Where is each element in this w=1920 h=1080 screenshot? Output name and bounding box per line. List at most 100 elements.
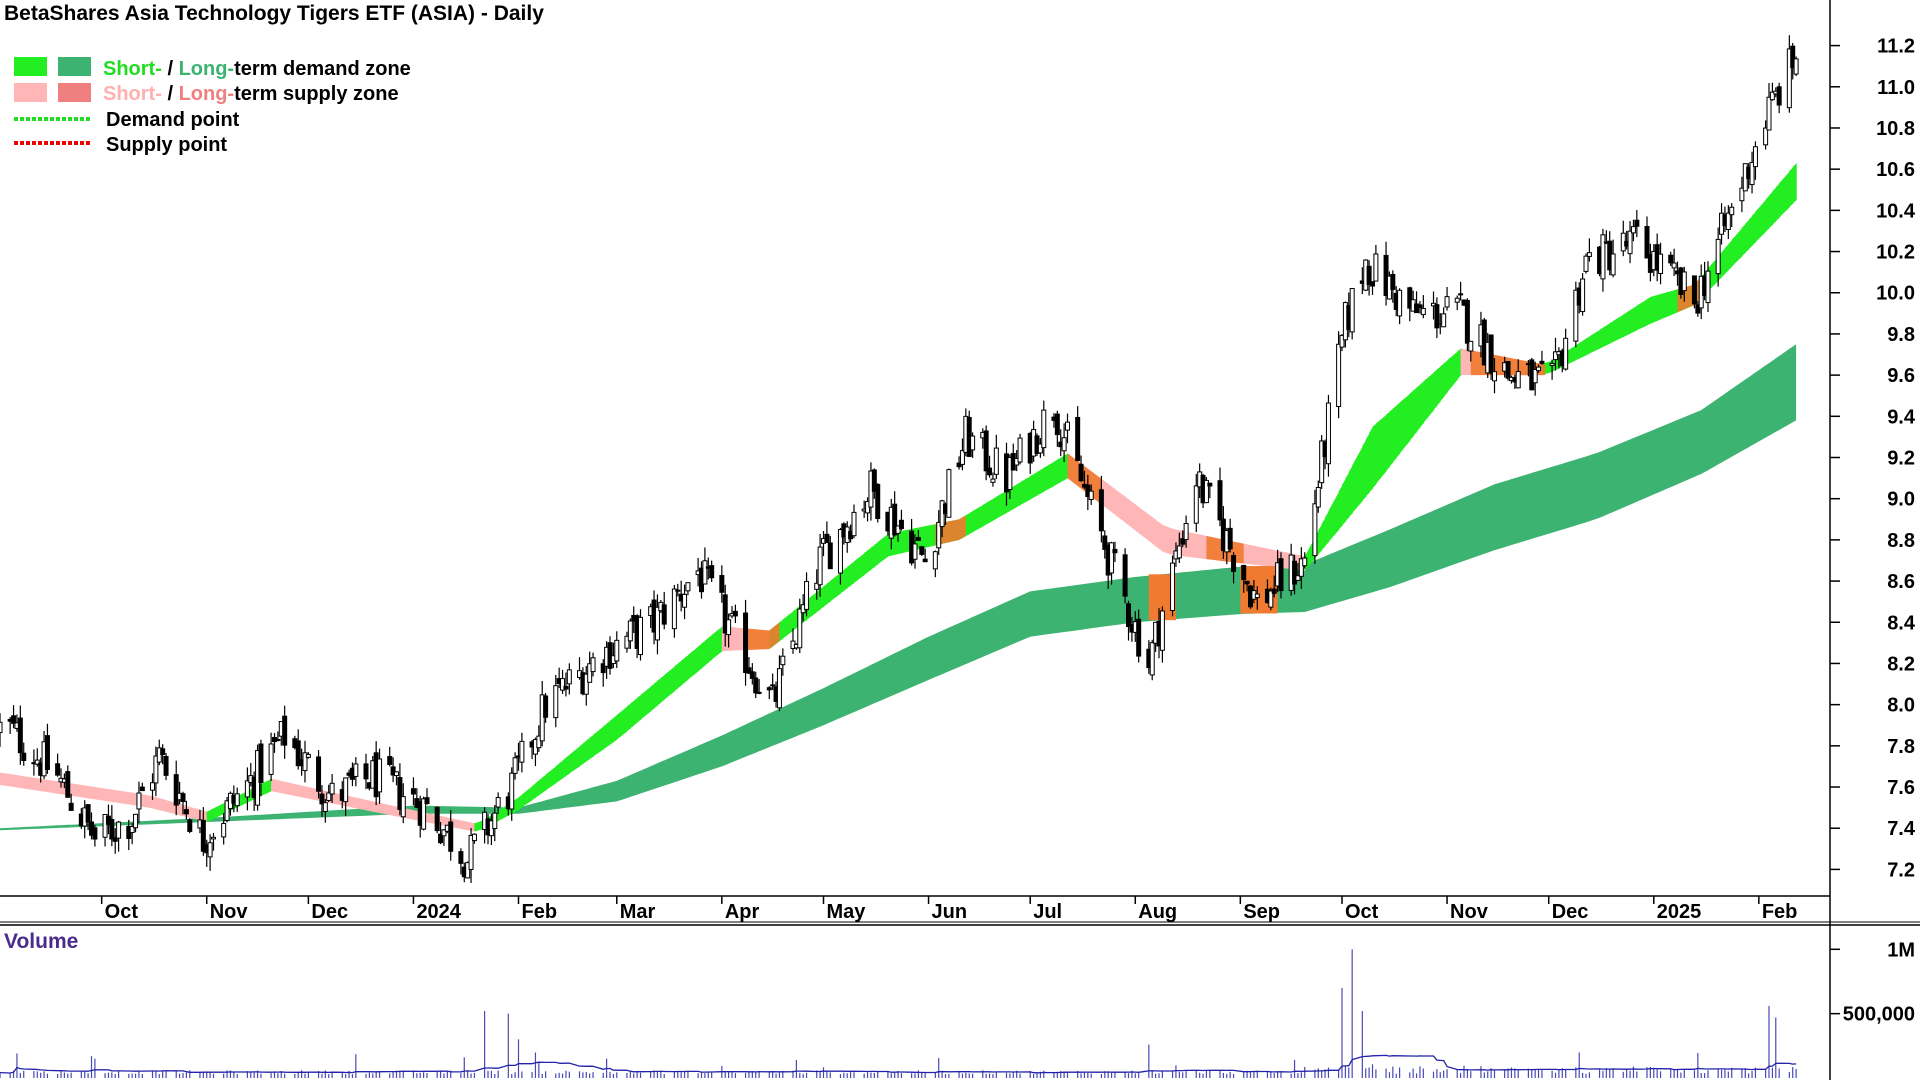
candle-body — [495, 797, 501, 808]
candle-body — [136, 792, 142, 810]
short-term-zone-segment — [711, 626, 723, 660]
short-term-zone-segment — [793, 608, 797, 631]
candle-body — [1580, 278, 1586, 313]
short-term-zone-segment — [1599, 327, 1604, 349]
candle-body — [1681, 271, 1687, 292]
candle-body — [434, 806, 440, 832]
short-term-zone-segment — [274, 779, 279, 793]
short-term-zone-segment — [88, 785, 93, 799]
candle-body — [743, 612, 749, 673]
date-axis-ticks: Oct Nov Dec 2024 Feb Mar Apr May Jun Jul Aug Sep Oct… — [100, 896, 1797, 923]
date-tick-label: Feb — [522, 901, 558, 923]
candle-body — [990, 478, 996, 483]
short-term-zone-segment — [870, 544, 875, 570]
date-tick-label: Oct — [1345, 901, 1379, 923]
short-term-zone-segment — [47, 779, 59, 794]
candle-body — [1515, 371, 1521, 389]
short-term-zone-segment — [1111, 486, 1116, 515]
short-term-zone-segment — [982, 502, 987, 527]
short-term-zone-segment — [1013, 484, 1018, 509]
candle-body — [1325, 402, 1331, 465]
candle-body — [1109, 542, 1115, 574]
candle-body — [1241, 564, 1247, 581]
short-term-zone-segment — [830, 572, 842, 602]
short-term-zone-segment — [413, 810, 418, 821]
short-term-zone-segment — [294, 784, 299, 797]
short-term-zone-segment — [654, 680, 659, 709]
short-term-zone-segment — [1247, 544, 1252, 565]
short-term-zone-segment — [284, 781, 296, 796]
candle-body — [993, 447, 999, 475]
short-term-zone-segment — [779, 619, 784, 642]
candle-body — [638, 616, 643, 656]
candle-body — [1312, 503, 1318, 557]
candle-body — [468, 834, 474, 870]
short-term-zone-segment — [555, 763, 560, 784]
candle-body — [560, 678, 566, 691]
short-term-zone-segment — [10, 774, 15, 788]
short-term-zone-segment — [108, 789, 113, 802]
candle-body — [438, 833, 444, 844]
short-term-zone-segment — [1779, 171, 1790, 218]
short-term-zone-segment — [152, 796, 157, 810]
short-term-zone-segment — [403, 808, 415, 820]
short-term-zone-segment — [298, 784, 303, 798]
short-term-zone-segment — [606, 720, 611, 747]
short-term-zone-segment — [874, 541, 879, 567]
short-term-zone-segment — [1613, 314, 1624, 342]
short-term-zone-segment — [1464, 349, 1468, 376]
short-term-zone-segment — [1728, 239, 1733, 271]
short-term-zone-segment — [1325, 510, 1330, 547]
short-term-zone-segment — [440, 816, 445, 826]
candle-body — [936, 521, 942, 549]
short-term-zone-segment — [698, 643, 703, 672]
candle-body — [397, 777, 403, 810]
short-term-zone-segment — [806, 591, 818, 620]
short-term-zone-segment — [1053, 459, 1058, 486]
candle-body — [1176, 545, 1182, 559]
short-term-zone-segment — [0, 772, 11, 787]
short-term-zone-segment — [1159, 522, 1163, 552]
candle-body — [68, 802, 74, 811]
short-term-zone-segment — [1647, 296, 1651, 326]
candle-body — [322, 802, 328, 812]
candle-body — [1454, 297, 1460, 303]
short-term-zone-segment — [443, 816, 448, 827]
candle-body — [465, 862, 471, 879]
candle-body — [1532, 368, 1538, 384]
candle-body — [424, 797, 430, 805]
candle-body — [258, 743, 264, 783]
candle-body — [1373, 253, 1379, 282]
candle-body — [837, 529, 843, 574]
price-tick-label: 10.0 — [1876, 283, 1915, 305]
short-term-zone-segment — [1114, 489, 1126, 523]
short-term-zone-segment — [366, 799, 370, 812]
short-term-zone-segment — [1345, 472, 1350, 522]
date-tick-label: Jun — [932, 901, 968, 923]
candle-body — [756, 691, 762, 694]
candle-body — [898, 519, 904, 530]
candle-body — [1563, 337, 1569, 370]
short-term-zone-segment — [660, 674, 665, 703]
candle-body — [1183, 522, 1189, 541]
price-tick-label: 8.0 — [1887, 695, 1915, 717]
candle-body — [1776, 86, 1782, 106]
candle-body — [600, 663, 606, 674]
short-term-zone-segment — [1409, 390, 1414, 441]
short-term-zone-segment — [1199, 534, 1204, 559]
candle-body — [1766, 96, 1772, 131]
date-tick-label: Aug — [1138, 901, 1177, 923]
short-term-zone-segment — [369, 800, 374, 812]
date-tick-label: Dec — [1552, 901, 1589, 923]
short-term-zone-segment — [1653, 294, 1658, 323]
short-term-zone-segment — [1250, 545, 1255, 565]
candle-body — [892, 503, 898, 536]
candle-body — [732, 610, 738, 617]
short-term-zone-segment — [1128, 499, 1133, 529]
price-axis-ticks: 7.2 7.4 7.6 7.8 8.0 8.2 8.4 8.6 8.8 9.0 9.2 9.4 9.6 9… — [1830, 36, 1916, 881]
short-term-zone-segment — [898, 530, 903, 555]
short-term-zone-segment — [1650, 295, 1655, 324]
price-tick-label: 10.4 — [1876, 200, 1916, 222]
candle-body — [536, 735, 542, 749]
short-term-zone-segment — [640, 686, 652, 720]
